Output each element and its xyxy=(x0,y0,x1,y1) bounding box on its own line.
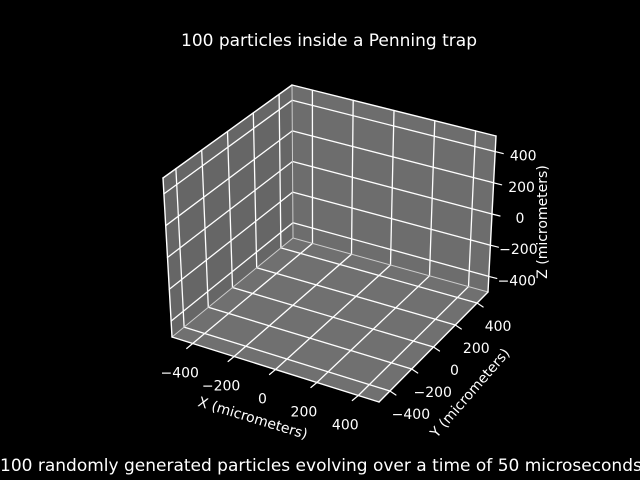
grid-z-right-wall xyxy=(291,160,493,215)
z-tick-label: −200 xyxy=(499,242,537,258)
edge-floor-right-junction xyxy=(292,237,489,293)
grid-y-floor xyxy=(231,286,435,348)
figure-caption: 100 randomly generated particles evolvin… xyxy=(0,456,640,476)
grid-z-left-wall xyxy=(165,130,293,227)
edge-left-rim xyxy=(162,177,173,338)
z-axis-label: Z (micrometers) xyxy=(535,165,551,279)
grid-y-floor xyxy=(256,267,456,326)
x-tick-mark xyxy=(310,381,318,389)
x-tick-mark xyxy=(227,355,235,363)
y-tick-label: 400 xyxy=(485,319,512,335)
edge-top-left-rim xyxy=(162,84,293,179)
y-tick-label: 0 xyxy=(450,363,459,379)
z-tick-label: 0 xyxy=(516,211,525,227)
y-tick-mark xyxy=(476,302,484,308)
grid-z-left-wall xyxy=(170,222,294,322)
grid-z-left-wall xyxy=(166,160,294,259)
x-tick-label: 0 xyxy=(258,392,267,408)
z-tick-mark xyxy=(493,182,503,186)
grid-z-right-wall xyxy=(292,222,490,278)
y-tick-mark xyxy=(432,346,441,352)
x-tick-mark xyxy=(186,342,194,350)
y-tick-label: −400 xyxy=(392,407,430,423)
z-tick-mark xyxy=(489,244,499,248)
z-tick-mark xyxy=(494,151,504,155)
edge-inner-vertical xyxy=(291,84,294,239)
z-tick-label: 400 xyxy=(510,149,537,165)
y-tick-mark xyxy=(389,390,397,396)
grid-z-right-wall xyxy=(291,99,496,153)
grid-z-right-wall xyxy=(292,191,492,246)
grid-z-left-wall xyxy=(163,99,293,195)
grid-y-floor xyxy=(280,247,478,304)
z-tick-label: 200 xyxy=(508,180,535,196)
y-tick-mark xyxy=(411,368,419,374)
x-tick-label: −200 xyxy=(202,379,240,395)
grid-y-floor xyxy=(207,306,413,370)
z-tick-mark xyxy=(491,213,501,217)
y-tick-label: 200 xyxy=(463,341,490,357)
x-tick-mark xyxy=(268,368,277,376)
y-tick-label: −200 xyxy=(413,385,451,401)
x-tick-label: 200 xyxy=(291,405,318,421)
x-tick-label: 400 xyxy=(332,418,359,434)
grid-z-left-wall xyxy=(168,191,294,290)
edge-floor-left-junction xyxy=(171,237,294,338)
x-tick-mark xyxy=(351,394,359,402)
grid-z-right-wall xyxy=(291,130,495,184)
y-tick-mark xyxy=(454,324,462,330)
z-tick-mark xyxy=(488,275,498,279)
grid-y-floor xyxy=(183,326,391,392)
z-tick-label: −400 xyxy=(498,273,536,289)
edge-top-right-rim xyxy=(291,84,497,137)
plot-title: 100 particles inside a Penning trap xyxy=(181,31,477,51)
x-tick-label: −400 xyxy=(160,366,198,382)
